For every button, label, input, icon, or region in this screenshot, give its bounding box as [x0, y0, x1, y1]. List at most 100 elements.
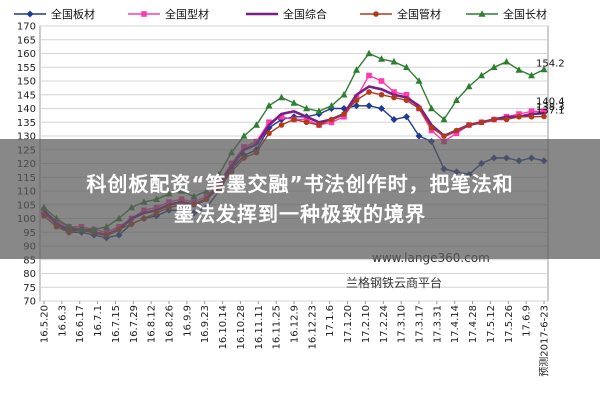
series-3-point [378, 91, 385, 98]
series-3-point [341, 111, 347, 117]
legend-marker [141, 11, 147, 17]
series-3-point [303, 119, 310, 126]
x-tick-label: 16.8.12 [147, 305, 158, 343]
series-4-point [328, 101, 335, 109]
x-tick-label: 17.1.20 [343, 305, 354, 343]
x-tick-label: 预测2017-6-23 [538, 305, 551, 377]
series-4-point [528, 71, 535, 79]
series-3-point [516, 113, 522, 120]
series-4-point [253, 121, 260, 128]
series-3-point [528, 113, 535, 120]
series-4-point [503, 57, 510, 65]
series-1-point [403, 91, 410, 98]
x-tick-label: 16.12.23 [307, 305, 318, 350]
x-tick-label: 17.3.10 [397, 305, 408, 343]
series-1-point [541, 108, 547, 115]
end-label-2: 138.3 [536, 102, 565, 113]
series-3-point [416, 105, 422, 112]
x-tick-label: 16.7.1 [93, 305, 104, 337]
series-4-point [278, 93, 285, 101]
y-tick-label: 135 [17, 118, 36, 129]
series-4-point [465, 82, 473, 90]
series-3-point [291, 116, 297, 123]
series-4-point [340, 90, 348, 98]
legend-marker [26, 10, 34, 18]
x-tick-label: 17.3.31 [432, 305, 443, 343]
x-tick-label: 16.5.20 [40, 305, 51, 343]
series-1-point [528, 108, 535, 115]
series-4-point [540, 65, 548, 73]
legend-label: 全国型材 [165, 7, 209, 21]
headline-banner: 科创板配资“笔墨交融”书法创作时，把笔法和 墨法发挥到一种极致的境界 [0, 139, 600, 259]
y-tick-label: 70 [23, 297, 36, 308]
y-tick-label: 155 [17, 63, 36, 74]
series-0-point [365, 102, 373, 110]
series-4-point [378, 55, 385, 62]
x-axis-ticks: 16.5.20 16.6.3 16.6.17 16.7.1 16.7.15 16.7.29… [40, 301, 551, 377]
y-tick-label: 75 [23, 283, 36, 294]
x-tick-label: 16.11.25 [272, 305, 283, 350]
series-3-point [366, 89, 372, 95]
x-tick-label: 16.8.26 [165, 305, 176, 343]
x-tick-label: 16.7.29 [129, 305, 140, 343]
series-3-point [391, 94, 397, 101]
series-3-point [353, 97, 360, 104]
series-4-point [440, 115, 448, 123]
legend-label: 全国管材 [397, 7, 441, 21]
y-tick-label: 140 [17, 104, 36, 115]
series-4-point [415, 77, 423, 84]
series-4-point [403, 63, 410, 71]
series-4-point [265, 101, 273, 109]
legend-label: 全国综合 [283, 7, 327, 21]
x-tick-label: 16.6.17 [75, 305, 86, 343]
series-3-point [478, 119, 485, 126]
series-3-point [541, 113, 547, 120]
series-4-point [515, 66, 523, 73]
series-3-point [316, 122, 322, 128]
series-3-point [328, 116, 335, 123]
series-4-point [478, 71, 485, 79]
series-0-point [403, 113, 410, 121]
x-tick-label: 17.5.26 [504, 305, 515, 343]
legend-marker [478, 10, 486, 17]
end-label-5: 140.4 [536, 96, 565, 107]
y-tick-label: 85 [23, 255, 36, 266]
series-4-point [353, 66, 360, 73]
series-4-point [490, 63, 498, 71]
series-1-point [266, 119, 272, 126]
series-3-point [453, 127, 460, 134]
y-tick-label: 80 [23, 269, 36, 280]
x-tick-label: 17.1.6 [325, 305, 336, 337]
y-tick-label: 145 [17, 90, 36, 101]
series-3-point [428, 124, 435, 131]
x-tick-label: 16.10.14 [218, 305, 229, 350]
x-tick-label: 16.6.3 [57, 305, 68, 337]
headline-line-2: 墨法发挥到一种极致的境界 [174, 202, 426, 226]
series-4-point [453, 96, 460, 104]
x-tick-label: 16.12.9 [290, 305, 301, 343]
series-4-point [428, 104, 435, 112]
end-label-4: 154.2 [536, 58, 565, 69]
x-tick-label: 17.2.10 [361, 305, 372, 343]
series-4-point [303, 104, 310, 112]
end-label-3: 137.1 [536, 105, 565, 116]
x-tick-label: 17.5.12 [486, 305, 497, 343]
series-3-point [491, 116, 497, 123]
x-tick-label: 17.4.28 [468, 305, 479, 343]
series-3-point [503, 116, 510, 123]
y-tick-label: 150 [17, 77, 36, 88]
series-0-point [390, 116, 398, 123]
legend-label: 全国板材 [51, 7, 95, 21]
series-4-point [315, 107, 323, 115]
series-1-point [278, 113, 285, 120]
x-tick-label: 16.9.23 [200, 305, 211, 343]
x-tick-label: 16.11.11 [254, 305, 265, 350]
series-3-point [441, 133, 447, 139]
series-0-point [353, 102, 360, 110]
series-4-point [365, 49, 373, 57]
series-3-point [403, 97, 410, 104]
series-1-point [391, 89, 397, 95]
x-tick-label: 17.2.24 [379, 305, 390, 343]
series-0-point [415, 132, 423, 140]
